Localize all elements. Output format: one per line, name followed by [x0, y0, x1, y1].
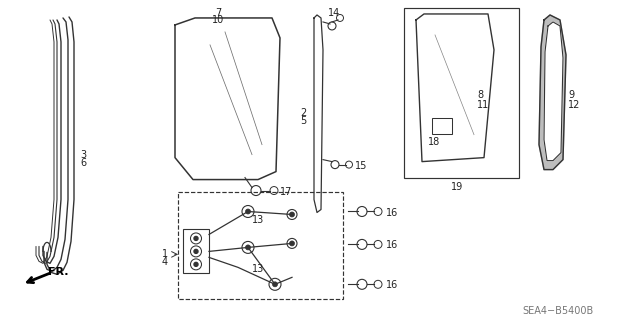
Text: 9: 9: [568, 90, 574, 100]
Text: 16: 16: [386, 207, 398, 218]
Text: 10: 10: [212, 15, 224, 25]
Circle shape: [194, 262, 198, 266]
Polygon shape: [544, 22, 563, 160]
Polygon shape: [539, 15, 566, 170]
Bar: [432, 118, 452, 134]
Text: 19: 19: [451, 182, 463, 192]
Text: 1: 1: [162, 249, 168, 259]
Text: SEA4−B5400B: SEA4−B5400B: [522, 306, 593, 316]
Circle shape: [194, 236, 198, 241]
Text: 17: 17: [280, 187, 292, 197]
Text: 8: 8: [477, 90, 483, 100]
Text: 11: 11: [477, 100, 489, 110]
Text: 6: 6: [80, 158, 86, 167]
Circle shape: [246, 245, 250, 250]
Text: 15: 15: [355, 160, 367, 171]
Text: 2: 2: [300, 108, 307, 118]
Circle shape: [246, 209, 250, 214]
Text: 3: 3: [80, 150, 86, 160]
Circle shape: [194, 249, 198, 253]
Bar: [178, 191, 343, 299]
Text: FR.: FR.: [48, 267, 68, 277]
Text: 4: 4: [162, 257, 168, 267]
Text: 16: 16: [386, 280, 398, 290]
Circle shape: [289, 241, 294, 246]
Text: 13: 13: [252, 264, 264, 274]
Text: 13: 13: [252, 216, 264, 226]
Bar: [183, 229, 209, 273]
Text: 5: 5: [300, 116, 307, 126]
Text: 7: 7: [215, 8, 221, 18]
Text: 18: 18: [428, 137, 440, 147]
Text: 16: 16: [386, 241, 398, 250]
Circle shape: [273, 282, 278, 287]
Text: 14: 14: [328, 8, 340, 18]
Bar: [404, 8, 519, 178]
Circle shape: [289, 212, 294, 217]
Text: 12: 12: [568, 100, 580, 110]
